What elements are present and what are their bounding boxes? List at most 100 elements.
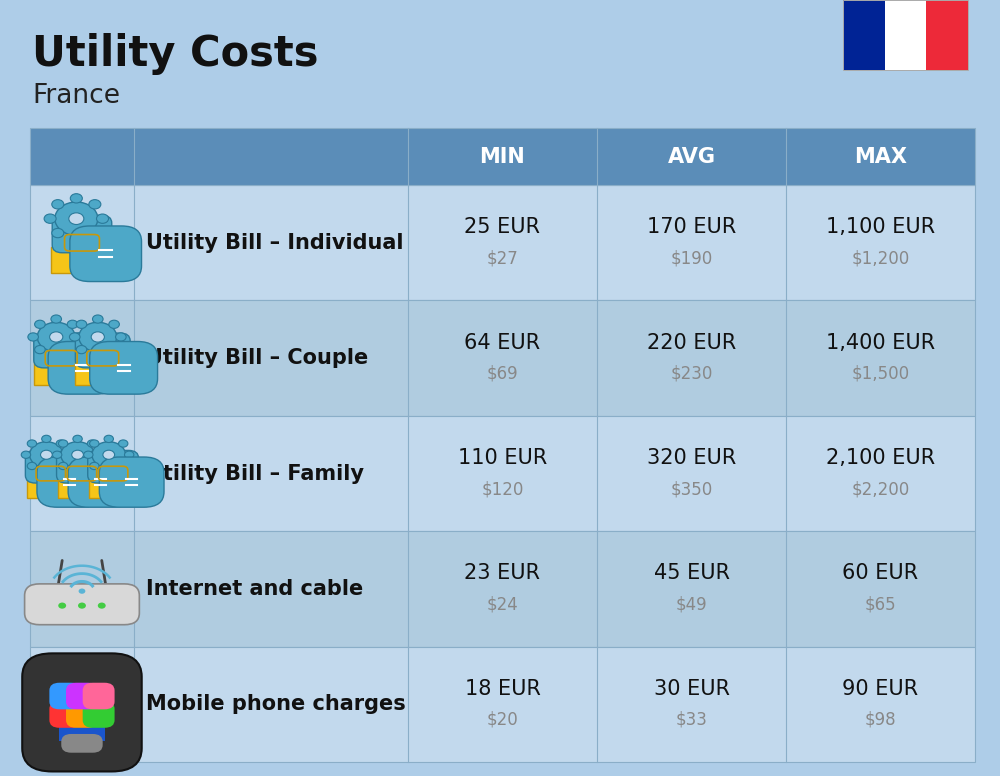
- FancyBboxPatch shape: [83, 702, 115, 728]
- Circle shape: [42, 435, 51, 442]
- Text: Internet and cable: Internet and cable: [146, 579, 363, 599]
- Circle shape: [91, 332, 104, 342]
- FancyBboxPatch shape: [66, 683, 98, 709]
- Circle shape: [119, 440, 128, 447]
- Text: $65: $65: [865, 595, 896, 614]
- Text: 1,400 EUR: 1,400 EUR: [826, 333, 935, 352]
- Text: $230: $230: [670, 365, 713, 383]
- Circle shape: [67, 345, 78, 354]
- Circle shape: [97, 214, 109, 223]
- FancyBboxPatch shape: [83, 683, 115, 709]
- Bar: [27, 477, 75, 497]
- Circle shape: [44, 214, 56, 223]
- Circle shape: [92, 442, 126, 468]
- Circle shape: [21, 451, 31, 459]
- Circle shape: [76, 345, 87, 354]
- Bar: [89, 477, 137, 497]
- Circle shape: [124, 451, 134, 459]
- Circle shape: [89, 199, 101, 209]
- Circle shape: [52, 228, 64, 237]
- Bar: [30, 416, 975, 532]
- Bar: [30, 185, 975, 300]
- Circle shape: [104, 467, 113, 474]
- FancyBboxPatch shape: [68, 457, 133, 508]
- Circle shape: [58, 602, 66, 608]
- Text: MIN: MIN: [480, 147, 525, 167]
- Text: 1,100 EUR: 1,100 EUR: [826, 217, 935, 237]
- Text: France: France: [32, 83, 120, 109]
- Circle shape: [87, 462, 97, 469]
- FancyBboxPatch shape: [52, 215, 112, 253]
- FancyBboxPatch shape: [61, 734, 103, 753]
- Text: 110 EUR: 110 EUR: [458, 448, 547, 468]
- Text: 90 EUR: 90 EUR: [842, 679, 919, 699]
- FancyBboxPatch shape: [25, 584, 139, 625]
- Circle shape: [41, 450, 52, 459]
- Circle shape: [90, 462, 99, 469]
- Bar: [926, 0, 968, 70]
- Text: $120: $120: [481, 480, 524, 498]
- Bar: [885, 0, 926, 70]
- Text: Mobile phone charges: Mobile phone charges: [146, 695, 406, 715]
- Bar: [51, 248, 113, 273]
- Circle shape: [52, 199, 64, 209]
- FancyBboxPatch shape: [75, 333, 130, 368]
- Text: 60 EUR: 60 EUR: [842, 563, 919, 584]
- Text: 18 EUR: 18 EUR: [465, 679, 540, 699]
- Circle shape: [76, 320, 87, 328]
- Circle shape: [69, 213, 84, 224]
- Text: MAX: MAX: [854, 147, 907, 167]
- Circle shape: [58, 462, 68, 469]
- Circle shape: [62, 451, 72, 459]
- Text: $33: $33: [676, 711, 707, 729]
- Text: $20: $20: [487, 711, 518, 729]
- Circle shape: [104, 435, 113, 442]
- Text: $350: $350: [670, 480, 713, 498]
- Text: $24: $24: [487, 595, 518, 614]
- Circle shape: [79, 322, 117, 352]
- Text: 64 EUR: 64 EUR: [464, 333, 541, 352]
- Text: $2,200: $2,200: [851, 480, 910, 498]
- FancyBboxPatch shape: [25, 450, 76, 483]
- Circle shape: [72, 450, 83, 459]
- Circle shape: [30, 442, 63, 468]
- Circle shape: [73, 467, 82, 474]
- Circle shape: [74, 333, 85, 341]
- FancyBboxPatch shape: [99, 457, 164, 508]
- Text: Utility Bill – Family: Utility Bill – Family: [146, 463, 364, 483]
- Circle shape: [27, 462, 37, 469]
- Bar: [30, 532, 975, 646]
- Text: $49: $49: [676, 595, 707, 614]
- Text: $1,200: $1,200: [851, 249, 910, 267]
- FancyBboxPatch shape: [88, 450, 139, 483]
- Text: AVG: AVG: [668, 147, 716, 167]
- Circle shape: [42, 467, 51, 474]
- Circle shape: [79, 588, 85, 594]
- Circle shape: [109, 320, 119, 328]
- Text: 220 EUR: 220 EUR: [647, 333, 736, 352]
- Circle shape: [98, 602, 106, 608]
- Circle shape: [93, 315, 103, 323]
- Circle shape: [61, 442, 94, 468]
- Circle shape: [69, 333, 80, 341]
- Circle shape: [58, 440, 68, 447]
- Circle shape: [56, 462, 66, 469]
- Bar: [58, 477, 106, 497]
- FancyBboxPatch shape: [90, 341, 158, 394]
- FancyBboxPatch shape: [37, 457, 102, 508]
- Circle shape: [67, 320, 78, 328]
- Text: Utility Costs: Utility Costs: [32, 33, 318, 74]
- Bar: [843, 0, 885, 70]
- Circle shape: [27, 440, 37, 447]
- Text: 30 EUR: 30 EUR: [654, 679, 730, 699]
- FancyBboxPatch shape: [66, 702, 98, 728]
- Text: 2,100 EUR: 2,100 EUR: [826, 448, 935, 468]
- Text: $27: $27: [487, 249, 518, 267]
- Text: 170 EUR: 170 EUR: [647, 217, 736, 237]
- FancyBboxPatch shape: [48, 341, 116, 394]
- Circle shape: [109, 345, 119, 354]
- Circle shape: [37, 322, 75, 352]
- Circle shape: [116, 333, 126, 341]
- Circle shape: [51, 351, 62, 359]
- Circle shape: [90, 440, 99, 447]
